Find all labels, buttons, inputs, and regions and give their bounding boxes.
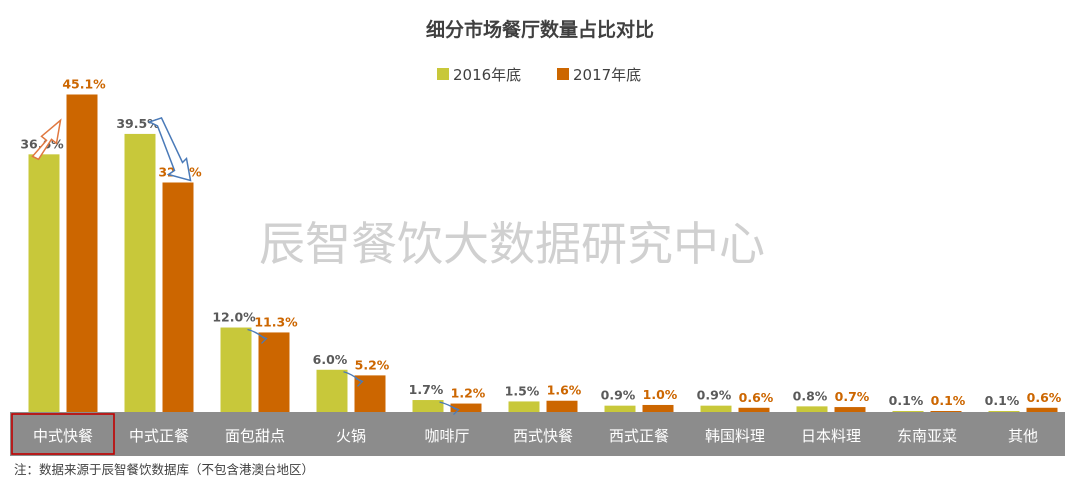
bar-2017-10	[1026, 407, 1058, 412]
arrow-head-icon	[451, 405, 460, 416]
bar-2016-8	[796, 406, 828, 412]
arrow-head-icon	[355, 377, 364, 387]
value-label-2017-3: 5.2%	[355, 357, 390, 372]
legend-swatch-2017	[557, 68, 569, 80]
value-label-2016-1: 39.5%	[116, 116, 160, 131]
watermark: 辰智餐饮大数据研究中心	[259, 217, 765, 271]
value-label-2016-8: 0.8%	[793, 388, 828, 403]
category-label-0: 中式快餐	[33, 427, 93, 445]
value-label-2017-0: 45.1%	[62, 76, 106, 91]
legend-swatch-2016	[437, 68, 449, 80]
value-label-2016-5: 1.5%	[505, 383, 540, 398]
footnote: 注：数据来源于辰智餐饮数据库（不包含港澳台地区）	[14, 462, 314, 477]
category-label-5: 西式快餐	[513, 427, 573, 445]
value-label-2016-2: 12.0%	[212, 310, 256, 325]
category-label-2: 面包甜点	[225, 427, 285, 445]
value-label-2017-6: 1.0%	[643, 387, 678, 402]
bar-2016-10	[988, 411, 1020, 412]
category-label-6: 西式正餐	[609, 427, 669, 445]
category-label-8: 日本料理	[801, 427, 861, 445]
category-label-10: 其他	[1008, 427, 1038, 445]
value-label-2017-4: 1.2%	[451, 386, 486, 401]
value-label-2017-7: 0.6%	[739, 390, 774, 405]
bar-2016-4	[412, 400, 444, 412]
down-arrow-icon	[147, 116, 192, 182]
value-label-2016-7: 0.9%	[697, 388, 732, 403]
bar-2016-3	[316, 369, 348, 412]
bar-2017-8	[834, 407, 866, 412]
bar-2016-2	[220, 327, 252, 412]
bar-2016-9	[892, 411, 924, 412]
up-arrow-icon	[31, 118, 62, 161]
bars-group	[28, 94, 1058, 413]
category-label-3: 火锅	[336, 427, 366, 445]
legend-label-2017: 2017年底	[573, 66, 641, 84]
category-label-9: 东南亚菜	[897, 427, 957, 445]
value-label-2017-2: 11.3%	[254, 314, 298, 329]
value-label-2017-5: 1.6%	[547, 383, 582, 398]
chart-title: 细分市场餐厅数量占比对比	[426, 18, 654, 41]
value-label-2016-4: 1.7%	[409, 382, 444, 397]
bar-2016-7	[700, 405, 732, 412]
category-axis-band	[10, 412, 1065, 456]
value-label-2016-6: 0.9%	[601, 388, 636, 403]
highlight-box-zhongshi-kuaican	[11, 413, 115, 455]
category-labels-group: 中式快餐 中式正餐 面包甜点 火锅 咖啡厅 西式快餐 西式正餐 韩国料理 日本料理 东南亚菜 其他	[33, 427, 1038, 445]
bar-2017-4	[450, 403, 482, 412]
category-label-7: 韩国料理	[705, 427, 765, 445]
bar-2017-2	[258, 332, 290, 412]
value-label-2017-9: 0.1%	[931, 393, 966, 408]
bar-2016-0	[28, 154, 60, 412]
bar-2017-0	[66, 94, 98, 412]
value-label-2016-10: 0.1%	[985, 393, 1020, 408]
value-label-2017-10: 0.6%	[1027, 390, 1062, 405]
legend: 2016年底 2017年底	[437, 66, 641, 84]
arrow-head-icon	[259, 334, 268, 344]
bar-2016-6	[604, 405, 636, 412]
category-label-4: 咖啡厅	[424, 427, 469, 445]
bar-2017-6	[642, 404, 674, 412]
value-label-2016-9: 0.1%	[889, 393, 924, 408]
bar-2017-5	[546, 400, 578, 412]
value-label-2017-8: 0.7%	[835, 389, 870, 404]
category-label-1: 中式正餐	[129, 427, 189, 445]
bar-2017-9	[930, 411, 962, 412]
bar-2017-7	[738, 407, 770, 412]
legend-label-2016: 2016年底	[453, 66, 521, 84]
trend-arrows-group	[31, 116, 460, 416]
bar-2017-1	[162, 182, 194, 412]
bar-2016-1	[124, 133, 156, 413]
value-label-2016-3: 6.0%	[313, 352, 348, 367]
value-labels-group: 36.6%45.1%39.5%32.6%12.0%11.3%6.0%5.2%1.…	[20, 76, 1061, 408]
bar-2016-5	[508, 401, 540, 412]
